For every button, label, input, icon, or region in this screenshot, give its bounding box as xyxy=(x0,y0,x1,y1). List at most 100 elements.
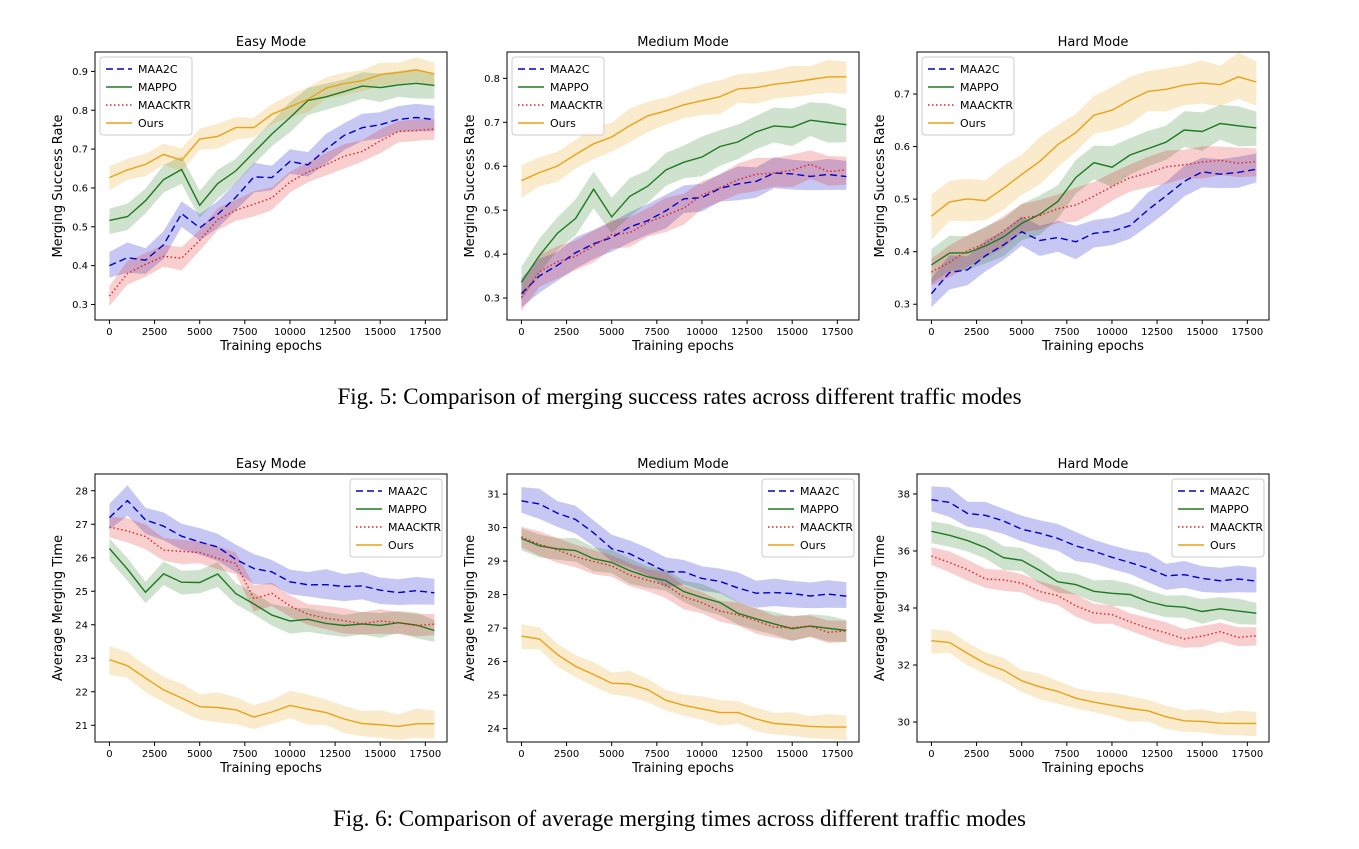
legend: MAA2C MAPPO MAACKTR Ours xyxy=(761,478,855,558)
series-line-mappo xyxy=(108,548,435,632)
y-tick-label: 0.7 xyxy=(894,90,910,101)
legend-label-maa2c: MAA2C xyxy=(138,63,178,76)
legend-label-maacktr: MAACKTR xyxy=(800,521,853,534)
x-axis-label: Training epochs xyxy=(631,761,734,776)
x-tick-label: 5000 xyxy=(187,749,212,760)
legend-label-maacktr: MAACKTR xyxy=(1210,521,1263,534)
series-line-maa2c xyxy=(108,499,435,594)
series-line-ours xyxy=(931,640,1257,725)
series-line-maa2c xyxy=(520,172,847,295)
x-tick-label: 17500 xyxy=(1231,327,1263,338)
series-band-mappo xyxy=(931,521,1257,625)
chart-svg: Medium Mode 0 2500 5000 7500 10000 12500 15000 1… xyxy=(463,35,860,354)
x-tick-label: 12500 xyxy=(731,327,763,338)
series-band-maacktr xyxy=(931,146,1257,286)
y-tick-label: 0.4 xyxy=(894,247,910,258)
legend-box xyxy=(761,478,855,558)
x-tick-label: 0 xyxy=(518,327,524,338)
y-tick-label: 0.7 xyxy=(484,118,500,129)
legend-label-mappo: MAPPO xyxy=(800,503,839,516)
y-tick-label: 34 xyxy=(897,604,910,615)
y-tick-label: 0.6 xyxy=(894,142,910,153)
y-tick-label: 36 xyxy=(897,546,910,557)
x-tick-label: 2500 xyxy=(964,749,989,760)
legend-label-maa2c: MAA2C xyxy=(1210,485,1250,498)
x-tick-label: 2500 xyxy=(554,749,579,760)
plot-frame xyxy=(916,51,1270,321)
x-axis-label: Training epochs xyxy=(219,761,322,776)
series-band-maa2c xyxy=(109,485,435,605)
legend-label-ours: Ours xyxy=(388,539,414,552)
legend-label-maacktr: MAACKTR xyxy=(138,99,191,112)
chart-svg: Medium Mode 0 2500 5000 7500 10000 12500 15000 1… xyxy=(463,457,860,776)
x-tick-label: 2500 xyxy=(142,327,167,338)
series-band-maacktr xyxy=(109,119,435,307)
legend-label-mappo: MAPPO xyxy=(138,81,177,94)
x-tick-label: 12500 xyxy=(319,327,351,338)
x-tick-label: 15000 xyxy=(364,749,396,760)
series-band-ours xyxy=(521,624,847,741)
figure-5-caption: Fig. 5: Comparison of merging success ra… xyxy=(337,384,1022,409)
x-tick-label: 12500 xyxy=(319,749,351,760)
x-tick-label: 10000 xyxy=(274,327,306,338)
x-tick-label: 15000 xyxy=(1186,749,1218,760)
x-tick-label: 17500 xyxy=(409,327,441,338)
legend-label-maacktr: MAACKTR xyxy=(388,521,441,534)
series-line-maa2c xyxy=(931,499,1257,582)
chart-svg: Hard Mode 0 2500 5000 7500 10000 12500 15000 175… xyxy=(873,35,1270,354)
y-tick-label: 0.7 xyxy=(72,145,88,156)
chart-time-hard: Hard Mode 0 2500 5000 7500 10000 12500 15000 175… xyxy=(862,452,1282,787)
x-tick-label: 10000 xyxy=(686,327,718,338)
x-tick-label: 7500 xyxy=(644,749,669,760)
y-tick-label: 27 xyxy=(75,520,88,531)
x-tick-label: 10000 xyxy=(1096,327,1128,338)
series-band-ours xyxy=(931,52,1257,241)
y-axis-label: Merging Success Rate xyxy=(873,114,888,257)
x-tick-label: 5000 xyxy=(599,327,624,338)
legend-label-maa2c: MAA2C xyxy=(800,485,840,498)
legend-label-ours: Ours xyxy=(1210,539,1236,552)
x-tick-label: 2500 xyxy=(554,327,579,338)
y-tick-label: 23 xyxy=(75,654,88,665)
series-band-mappo xyxy=(109,68,435,235)
y-tick-label: 38 xyxy=(897,489,910,500)
legend: MAA2C MAPPO MAACKTR Ours xyxy=(921,56,1015,136)
legend: MAA2C MAPPO MAACKTR Ours xyxy=(349,478,443,558)
x-tick-label: 5000 xyxy=(599,749,624,760)
x-tick-label: 15000 xyxy=(776,749,808,760)
series-band-ours xyxy=(109,645,435,741)
chart-success-easy: Easy Mode 0 2500 5000 7500 10000 12500 15000 175… xyxy=(40,30,460,365)
legend-box xyxy=(921,56,1015,136)
legend-label-ours: Ours xyxy=(960,117,986,130)
y-tick-label: 30 xyxy=(487,523,500,534)
x-tick-label: 12500 xyxy=(731,749,763,760)
chart-time-medium: Medium Mode 0 2500 5000 7500 10000 12500 15000 1… xyxy=(452,452,872,787)
chart-success-hard: Hard Mode 0 2500 5000 7500 10000 12500 15000 175… xyxy=(862,30,1282,365)
y-tick-label: 0.5 xyxy=(894,195,910,206)
legend-label-ours: Ours xyxy=(800,539,826,552)
legend-label-ours: Ours xyxy=(138,117,164,130)
y-tick-label: 28 xyxy=(75,486,88,497)
chart-title: Hard Mode xyxy=(1058,35,1129,50)
x-tick-label: 5000 xyxy=(1009,749,1034,760)
y-axis-label: Average Merging Time xyxy=(463,535,478,681)
x-tick-label: 10000 xyxy=(274,749,306,760)
y-axis-label: Merging Success Rate xyxy=(51,114,66,257)
y-tick-label: 26 xyxy=(487,657,500,668)
chart-svg: Hard Mode 0 2500 5000 7500 10000 12500 15000 175… xyxy=(873,457,1270,776)
y-tick-label: 30 xyxy=(897,718,910,729)
x-axis-label: Training epochs xyxy=(1041,761,1144,776)
plot-frame xyxy=(506,51,860,321)
plot-frame xyxy=(506,473,860,743)
x-tick-label: 7500 xyxy=(644,327,669,338)
y-tick-label: 24 xyxy=(75,620,88,631)
chart-success-medium: Medium Mode 0 2500 5000 7500 10000 12500 15000 1… xyxy=(452,30,872,365)
legend-label-maacktr: MAACKTR xyxy=(960,99,1013,112)
series-band-maacktr xyxy=(931,547,1257,648)
x-tick-label: 7500 xyxy=(232,327,257,338)
x-tick-label: 2500 xyxy=(142,749,167,760)
legend-label-mappo: MAPPO xyxy=(550,81,589,94)
legend-box xyxy=(1171,478,1265,558)
y-axis-label: Average Merging Time xyxy=(51,535,66,681)
legend: MAA2C MAPPO MAACKTR Ours xyxy=(511,56,605,136)
